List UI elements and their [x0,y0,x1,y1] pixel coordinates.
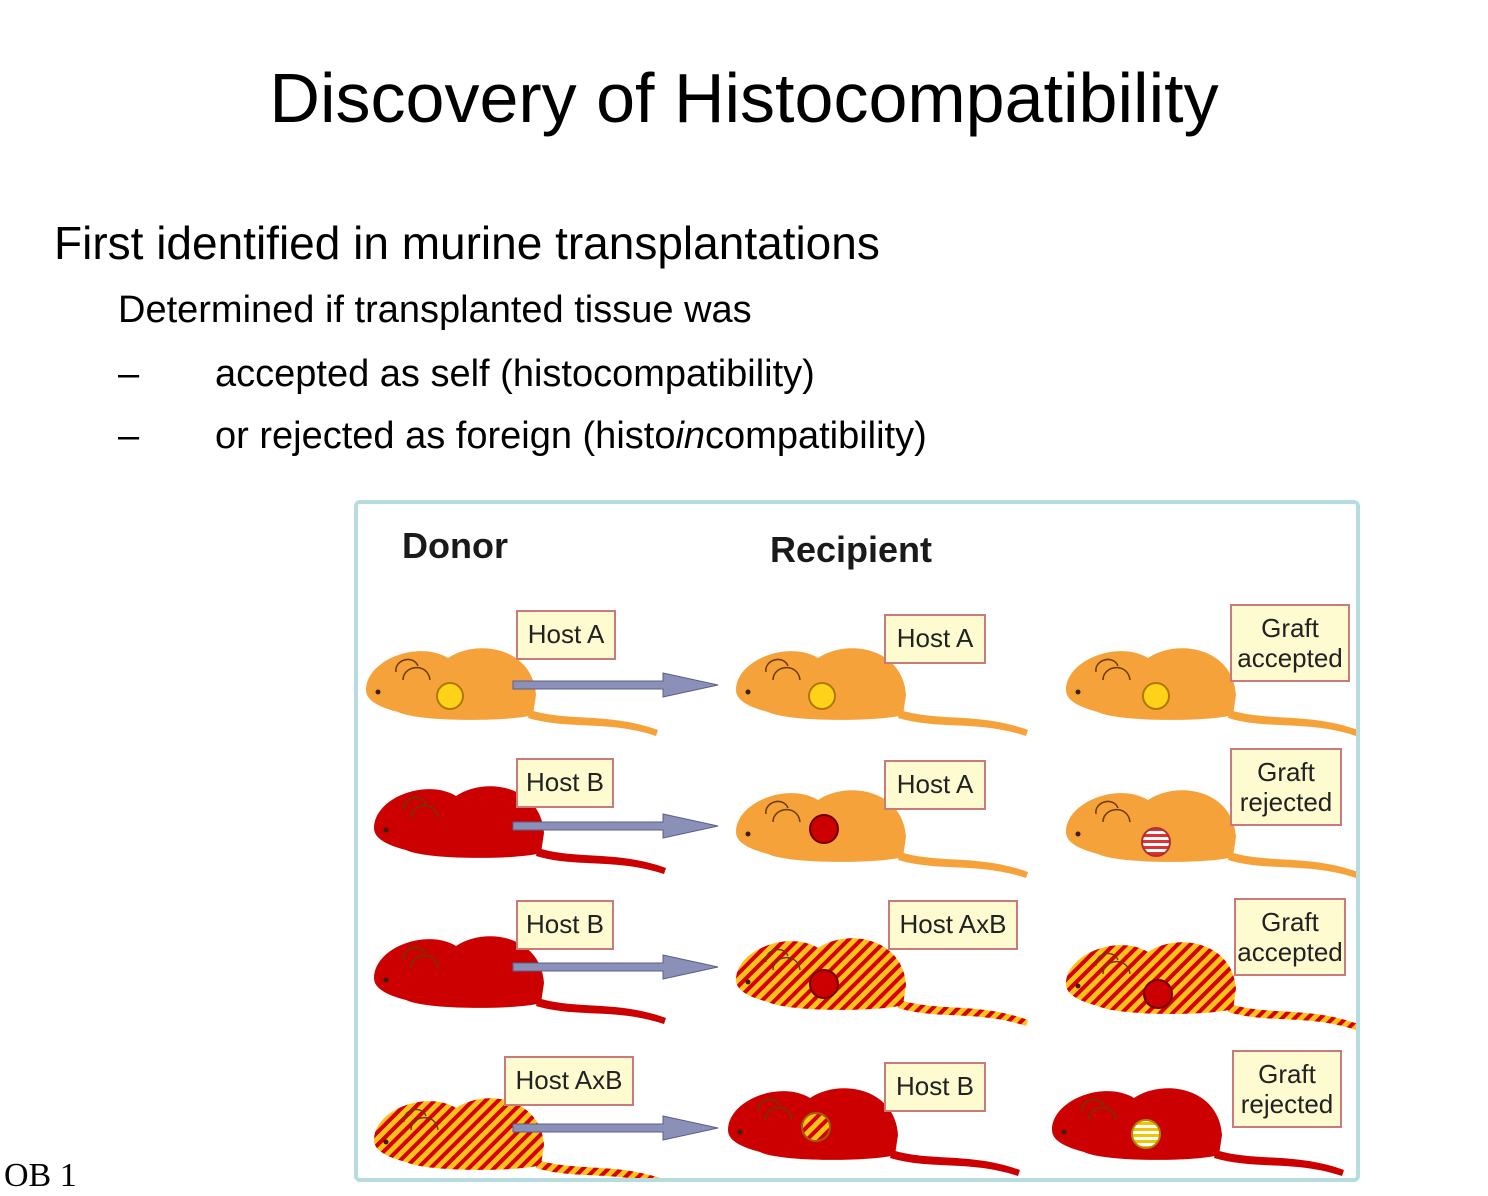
slide-title: Discovery of Histocompatibility [269,59,1219,137]
recipient-label: Host A [884,760,986,810]
result-label: Graft rejected [1232,1050,1342,1128]
donor-label: Host A [516,610,616,660]
donor-header: Donor [402,525,508,566]
sub-bullet-text: or rejected as foreign (histoincompatibi… [215,415,927,457]
result-label: Graft accepted [1234,898,1346,976]
result-label: Graft rejected [1230,748,1342,826]
bullet-sub: Determined if transplanted tissue was [118,289,752,331]
row-1-mice [365,647,1356,737]
donor-label: Host B [516,758,614,808]
donor-label: Host AxB [504,1056,634,1106]
donor-label: Host B [516,900,614,950]
recipient-label: Host AxB [888,900,1018,950]
dash-marker: – [118,415,140,457]
recipient-header: Recipient [770,529,933,570]
recipient-label: Host B [884,1062,986,1112]
slide-footer: OB 1 [4,1157,77,1194]
result-label: Graft accepted [1230,604,1350,682]
bullet-main: First identified in murine transplantati… [54,217,880,269]
mouse-diagram [365,647,1356,1178]
dash-marker: – [118,353,140,395]
sub-bullet-text: accepted as self (histocompatibility) [215,353,815,395]
row-3-mice [373,935,1356,1031]
recipient-label: Host A [884,614,986,664]
row-2-mice [373,785,1356,879]
row-4-mice [373,1087,1345,1178]
transplant-figure: Donor Recipient Host A Host A Graft accep… [354,500,1360,1182]
